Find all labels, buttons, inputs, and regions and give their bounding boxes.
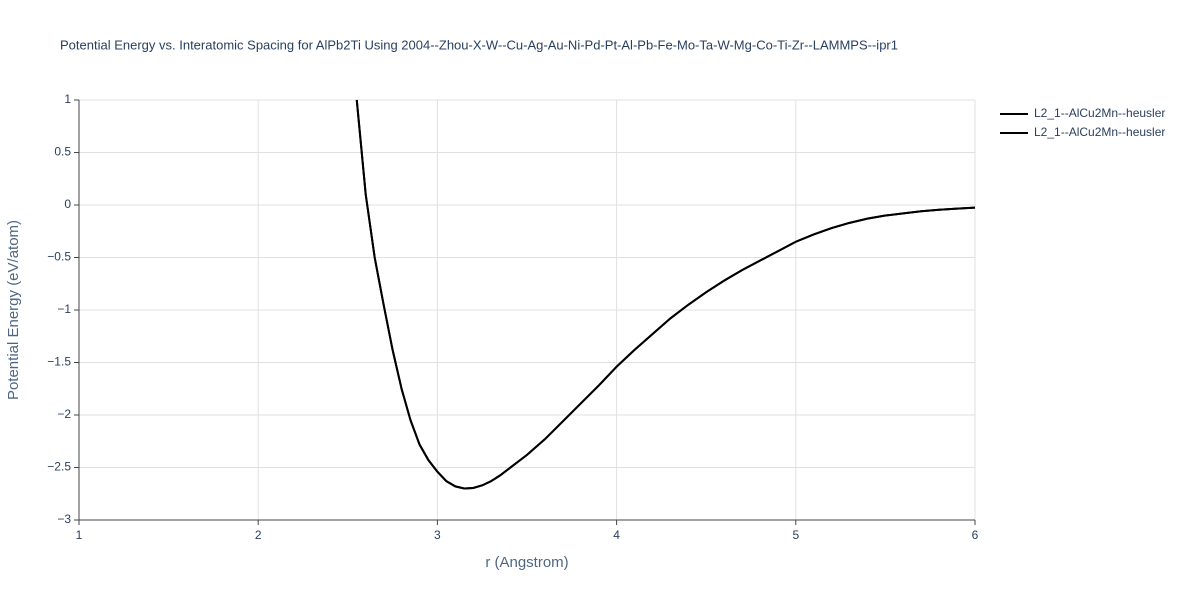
chart-title: Potential Energy vs. Interatomic Spacing… bbox=[60, 37, 898, 52]
y-tick-label: −0.5 bbox=[47, 250, 71, 264]
data-line bbox=[355, 99, 976, 490]
y-tick-label: −2 bbox=[57, 407, 71, 421]
x-tick-label: 5 bbox=[792, 528, 799, 542]
grid bbox=[74, 99, 976, 525]
legend-label: L2_1--AlCu2Mn--heusler bbox=[1034, 125, 1165, 139]
y-tick-label: −1.5 bbox=[47, 355, 71, 369]
y-tick-label: −2.5 bbox=[47, 460, 71, 474]
data-line bbox=[355, 99, 976, 490]
x-tick-label: 6 bbox=[972, 528, 979, 542]
y-tick-label: −1 bbox=[57, 302, 71, 316]
x-axis-title: r (Angstrom) bbox=[485, 554, 568, 571]
x-tick-label: 4 bbox=[613, 528, 620, 542]
y-tick-label: 0 bbox=[64, 197, 71, 211]
y-tick-label: 0.5 bbox=[54, 145, 71, 159]
x-tick-label: 3 bbox=[434, 528, 441, 542]
legend-label: L2_1--AlCu2Mn--heusler bbox=[1034, 106, 1165, 120]
x-tick-label: 2 bbox=[255, 528, 262, 542]
y-tick-label: −3 bbox=[57, 512, 71, 526]
y-tick-label: 1 bbox=[64, 92, 71, 106]
plot-area bbox=[355, 99, 976, 490]
y-axis-title: Potential Energy (eV/atom) bbox=[5, 220, 22, 400]
x-tick-label: 1 bbox=[76, 528, 83, 542]
